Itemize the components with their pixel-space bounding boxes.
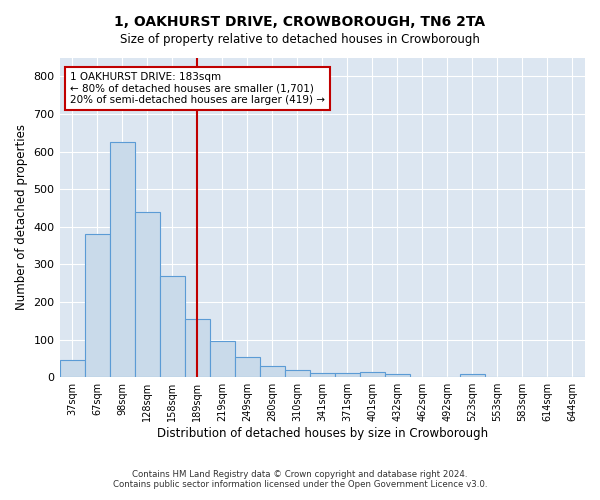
Y-axis label: Number of detached properties: Number of detached properties xyxy=(15,124,28,310)
Bar xyxy=(385,374,410,377)
Bar xyxy=(360,372,385,377)
Bar xyxy=(185,319,209,377)
Text: 1, OAKHURST DRIVE, CROWBOROUGH, TN6 2TA: 1, OAKHURST DRIVE, CROWBOROUGH, TN6 2TA xyxy=(115,15,485,29)
Bar xyxy=(110,142,134,377)
Text: Contains HM Land Registry data © Crown copyright and database right 2024.
Contai: Contains HM Land Registry data © Crown c… xyxy=(113,470,487,489)
Bar xyxy=(285,370,310,377)
Bar xyxy=(310,373,335,377)
Bar xyxy=(260,366,285,377)
Bar xyxy=(335,373,360,377)
Bar xyxy=(460,374,485,377)
Text: 1 OAKHURST DRIVE: 183sqm
← 80% of detached houses are smaller (1,701)
20% of sem: 1 OAKHURST DRIVE: 183sqm ← 80% of detach… xyxy=(70,72,325,105)
Bar xyxy=(85,234,110,377)
Bar xyxy=(134,212,160,377)
Bar xyxy=(160,276,185,377)
Bar xyxy=(235,358,260,377)
X-axis label: Distribution of detached houses by size in Crowborough: Distribution of detached houses by size … xyxy=(157,427,488,440)
Bar xyxy=(209,341,235,377)
Bar xyxy=(59,360,85,377)
Text: Size of property relative to detached houses in Crowborough: Size of property relative to detached ho… xyxy=(120,32,480,46)
